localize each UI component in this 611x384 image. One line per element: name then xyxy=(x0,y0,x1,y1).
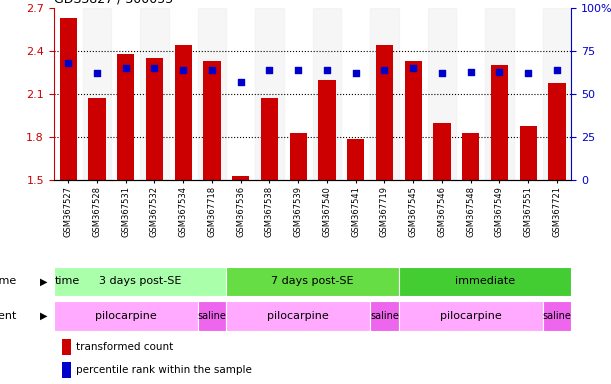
Bar xyxy=(404,61,422,180)
Point xyxy=(552,67,562,73)
Bar xyxy=(146,58,163,180)
Point xyxy=(92,70,102,76)
Bar xyxy=(203,61,221,180)
Bar xyxy=(347,139,364,180)
Point xyxy=(236,79,246,85)
Bar xyxy=(543,8,571,180)
Bar xyxy=(117,54,134,180)
Bar xyxy=(519,126,537,180)
Point xyxy=(265,67,274,73)
Text: saline: saline xyxy=(370,311,399,321)
Bar xyxy=(140,8,169,180)
Bar xyxy=(54,301,197,331)
Point xyxy=(351,70,360,76)
Text: percentile rank within the sample: percentile rank within the sample xyxy=(76,365,252,375)
Text: pilocarpine: pilocarpine xyxy=(440,311,502,321)
Bar xyxy=(462,133,479,180)
Bar xyxy=(226,301,370,331)
Bar xyxy=(428,8,456,180)
Bar xyxy=(111,8,140,180)
Point xyxy=(178,67,188,73)
Point xyxy=(437,70,447,76)
Bar xyxy=(318,80,335,180)
Point xyxy=(523,70,533,76)
Text: GDS3827 / 300055: GDS3827 / 300055 xyxy=(54,0,173,5)
Text: pilocarpine: pilocarpine xyxy=(95,311,156,321)
Bar xyxy=(543,301,571,331)
Bar xyxy=(54,266,226,296)
Bar xyxy=(370,8,399,180)
Bar xyxy=(491,65,508,180)
Bar xyxy=(226,266,399,296)
Bar xyxy=(59,18,77,180)
Text: time: time xyxy=(0,276,20,286)
Bar xyxy=(54,8,82,180)
Bar xyxy=(197,8,226,180)
Bar xyxy=(255,8,284,180)
Point xyxy=(121,65,131,71)
Bar xyxy=(313,8,342,180)
Point xyxy=(322,67,332,73)
Bar xyxy=(197,301,226,331)
Text: pilocarpine: pilocarpine xyxy=(267,311,329,321)
Bar xyxy=(485,8,514,180)
Bar xyxy=(284,8,313,180)
Bar xyxy=(175,45,192,180)
Bar xyxy=(169,8,197,180)
Text: saline: saline xyxy=(197,311,226,321)
Bar xyxy=(514,8,543,180)
Point xyxy=(408,65,418,71)
Text: ▶: ▶ xyxy=(40,311,48,321)
Point xyxy=(207,67,217,73)
Point xyxy=(293,67,303,73)
Point xyxy=(150,65,159,71)
Bar xyxy=(456,8,485,180)
Bar xyxy=(226,8,255,180)
Bar xyxy=(232,176,249,180)
Point xyxy=(466,68,475,74)
Text: immediate: immediate xyxy=(455,276,515,286)
Text: saline: saline xyxy=(543,311,571,321)
Bar xyxy=(62,362,71,378)
Bar xyxy=(376,45,393,180)
Bar xyxy=(62,339,71,355)
Text: 7 days post-SE: 7 days post-SE xyxy=(271,276,354,286)
Bar xyxy=(342,8,370,180)
Bar xyxy=(548,83,566,180)
Text: transformed count: transformed count xyxy=(76,342,174,352)
Bar xyxy=(261,98,278,180)
Text: agent: agent xyxy=(0,311,20,321)
Bar xyxy=(399,301,543,331)
Text: time: time xyxy=(54,276,79,286)
Bar xyxy=(433,123,450,180)
Point xyxy=(64,60,73,66)
Bar xyxy=(399,266,571,296)
Point xyxy=(494,68,504,74)
Bar xyxy=(399,8,428,180)
Point xyxy=(379,67,389,73)
Text: 3 days post-SE: 3 days post-SE xyxy=(99,276,181,286)
Text: ▶: ▶ xyxy=(40,276,48,286)
Bar xyxy=(370,301,399,331)
Bar xyxy=(82,8,111,180)
Bar xyxy=(290,133,307,180)
Bar xyxy=(88,98,106,180)
